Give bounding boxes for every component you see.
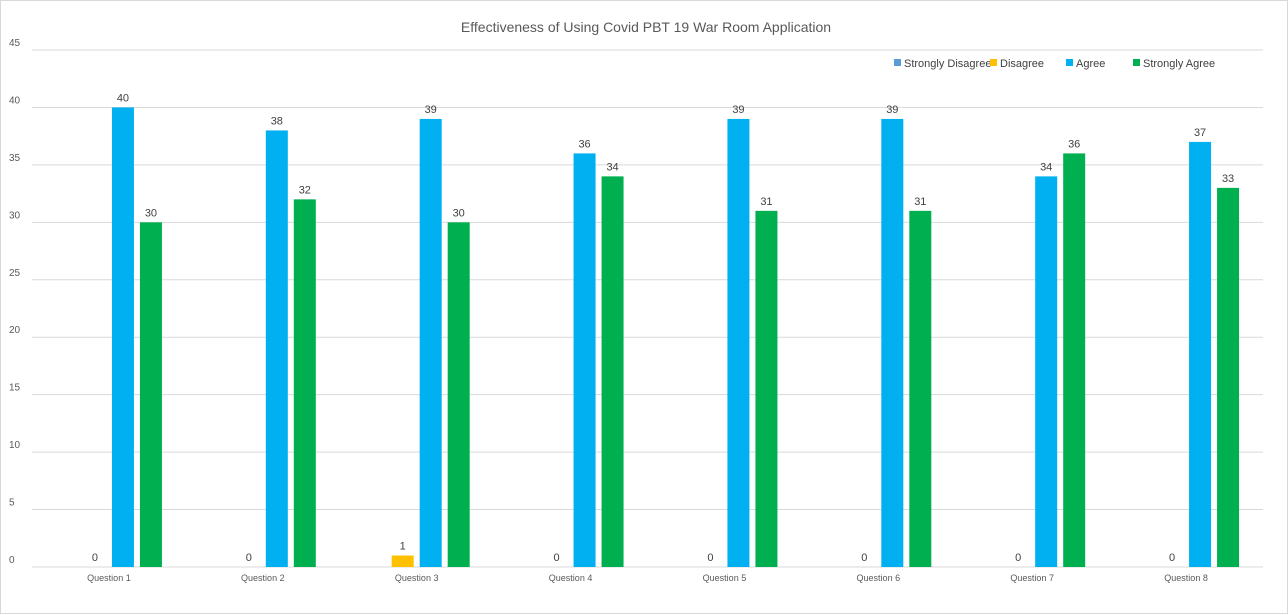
bar-agree: [1189, 141, 1212, 567]
data-label: 1: [400, 541, 406, 553]
data-label: 30: [453, 207, 465, 219]
data-label: 0: [1015, 552, 1021, 564]
data-label: 36: [1068, 138, 1080, 150]
legend-label: Strongly Disagree: [904, 58, 991, 70]
bar-agree: [881, 118, 904, 567]
y-tick-label: 15: [9, 383, 21, 394]
data-label: 39: [886, 104, 898, 116]
data-label: 31: [760, 196, 772, 208]
legend-label: Strongly Agree: [1143, 58, 1215, 70]
legend-swatch: [1133, 59, 1140, 66]
y-tick-label: 5: [9, 498, 15, 509]
data-label: 0: [246, 552, 252, 564]
x-tick-label: Question 8: [1164, 573, 1208, 583]
data-label: 39: [732, 104, 744, 116]
data-label: 37: [1194, 127, 1206, 139]
data-label: 0: [707, 552, 713, 564]
bar-strongly-agree: [447, 222, 470, 568]
gridlines: [32, 49, 1263, 568]
bar-strongly-agree: [139, 222, 162, 568]
data-label: 34: [1040, 161, 1052, 173]
x-tick-label: Question 6: [857, 573, 901, 583]
bar-agree: [419, 118, 442, 567]
chart-title: Effectiveness of Using Covid PBT 19 War …: [461, 19, 831, 35]
y-tick-label: 40: [9, 95, 21, 106]
data-label: 31: [914, 196, 926, 208]
data-label: 40: [117, 92, 129, 104]
bar-strongly-agree: [909, 210, 932, 567]
bar-agree: [727, 118, 750, 567]
x-tick-label: Question 7: [1010, 573, 1054, 583]
y-tick-label: 25: [9, 268, 21, 279]
y-tick-label: 45: [9, 38, 21, 49]
bar-strongly-agree: [755, 210, 778, 567]
bar-strongly-agree: [1063, 153, 1086, 567]
x-tick-label: Question 5: [703, 573, 747, 583]
bar-agree: [1035, 176, 1058, 567]
bar-agree: [265, 130, 288, 567]
data-label: 33: [1222, 173, 1234, 185]
legend: Strongly Disagree Disagree Agree Strongly A…: [894, 58, 1215, 70]
x-tick-label: Question 3: [395, 573, 439, 583]
data-labels: 0 40 30 0 38 32 1 39 30 0 36 34 0 39 31 0 39 31 0 34 36 0 37 33: [92, 92, 1234, 564]
data-label: 30: [145, 207, 157, 219]
x-tick-label: Question 2: [241, 573, 285, 583]
y-tick-label: 35: [9, 153, 21, 164]
x-tick-label: Question 1: [87, 573, 131, 583]
bar-agree: [111, 107, 134, 567]
bar-strongly-agree: [1217, 187, 1240, 567]
x-tick-label: Question 4: [549, 573, 593, 583]
y-tick-label: 30: [9, 210, 21, 221]
bar-disagree: [391, 555, 414, 567]
bars: [111, 107, 1240, 568]
legend-label: Agree: [1076, 58, 1105, 70]
data-label: 0: [861, 552, 867, 564]
data-label: 0: [1169, 552, 1175, 564]
legend-swatch: [1066, 59, 1073, 66]
legend-swatch: [990, 59, 997, 66]
y-tick-label: 20: [9, 325, 21, 336]
data-label: 0: [92, 552, 98, 564]
y-tick-label: 0: [9, 555, 15, 566]
y-tick-label: 10: [9, 440, 21, 451]
bar-strongly-agree: [293, 199, 316, 567]
legend-swatch: [894, 59, 901, 66]
data-label: 38: [271, 115, 283, 127]
data-label: 39: [425, 104, 437, 116]
data-label: 34: [606, 161, 618, 173]
data-label: 32: [299, 184, 311, 196]
data-label: 0: [554, 552, 560, 564]
bar-agree: [573, 153, 596, 567]
data-label: 36: [578, 138, 590, 150]
bar-strongly-agree: [601, 176, 624, 567]
legend-label: Disagree: [1000, 58, 1044, 70]
